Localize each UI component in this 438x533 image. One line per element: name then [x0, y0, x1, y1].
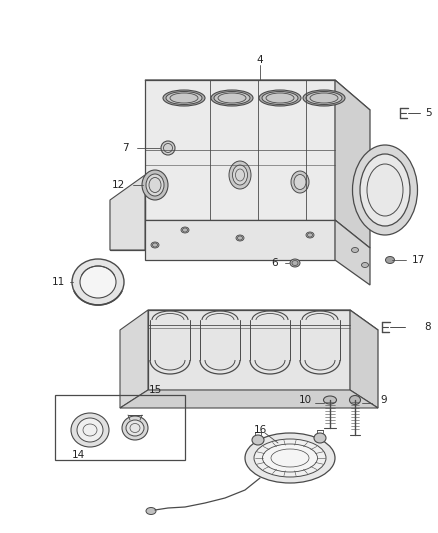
Ellipse shape [77, 418, 103, 442]
Text: 6: 6 [272, 258, 278, 268]
Ellipse shape [259, 90, 301, 106]
Bar [55, 395, 185, 460]
Polygon shape [145, 80, 335, 220]
Text: 4: 4 [257, 55, 263, 65]
Ellipse shape [314, 433, 326, 443]
Ellipse shape [353, 145, 417, 235]
Polygon shape [335, 80, 370, 248]
Ellipse shape [122, 416, 148, 440]
Ellipse shape [306, 232, 314, 238]
Text: 5: 5 [425, 108, 431, 118]
Ellipse shape [290, 259, 300, 267]
Text: 7: 7 [122, 143, 128, 153]
Ellipse shape [352, 247, 358, 253]
Text: 16: 16 [253, 425, 267, 435]
Ellipse shape [306, 92, 342, 104]
Ellipse shape [361, 262, 368, 268]
Ellipse shape [303, 90, 345, 106]
Ellipse shape [350, 395, 360, 405]
Ellipse shape [142, 170, 168, 200]
Ellipse shape [233, 165, 247, 185]
Text: 8: 8 [425, 322, 431, 332]
Ellipse shape [245, 433, 335, 483]
Polygon shape [120, 310, 148, 408]
Polygon shape [110, 200, 145, 250]
Ellipse shape [146, 174, 164, 196]
Ellipse shape [262, 92, 298, 104]
Ellipse shape [254, 439, 326, 477]
Ellipse shape [252, 435, 264, 445]
Polygon shape [335, 220, 370, 285]
Ellipse shape [71, 413, 109, 447]
Ellipse shape [360, 154, 410, 226]
Text: 11: 11 [51, 277, 65, 287]
Ellipse shape [151, 242, 159, 248]
Ellipse shape [229, 161, 251, 189]
Polygon shape [145, 220, 335, 260]
Ellipse shape [211, 90, 253, 106]
Ellipse shape [126, 420, 144, 436]
Polygon shape [148, 310, 350, 390]
Ellipse shape [163, 90, 205, 106]
Polygon shape [350, 310, 378, 408]
Text: 9: 9 [381, 395, 387, 405]
Ellipse shape [324, 396, 336, 404]
Text: 12: 12 [111, 180, 125, 190]
Ellipse shape [80, 266, 116, 298]
Ellipse shape [214, 92, 250, 104]
Text: 14: 14 [71, 450, 85, 460]
Ellipse shape [236, 235, 244, 241]
Ellipse shape [72, 259, 124, 305]
Polygon shape [145, 80, 370, 110]
Ellipse shape [262, 444, 318, 472]
Text: 10: 10 [298, 395, 311, 405]
Ellipse shape [291, 171, 309, 193]
Ellipse shape [161, 141, 175, 155]
Ellipse shape [294, 174, 306, 190]
Ellipse shape [181, 227, 189, 233]
Text: 17: 17 [411, 255, 424, 265]
Text: 15: 15 [148, 385, 162, 395]
Ellipse shape [146, 507, 156, 514]
Polygon shape [120, 390, 378, 408]
Ellipse shape [166, 92, 202, 104]
Polygon shape [148, 310, 378, 330]
Polygon shape [110, 175, 145, 250]
Ellipse shape [385, 256, 395, 263]
